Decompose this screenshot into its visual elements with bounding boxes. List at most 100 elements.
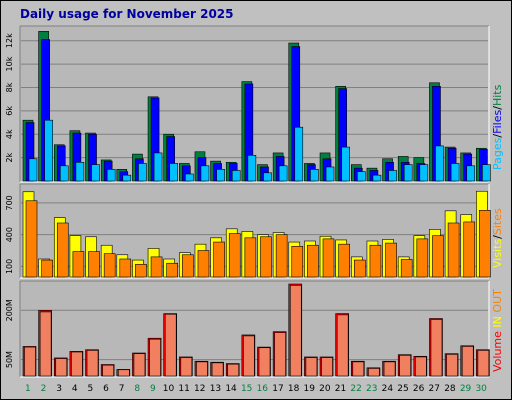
day-label: 15	[241, 384, 252, 394]
bar-sites-day-16	[260, 236, 272, 278]
day-label: 12	[194, 384, 205, 394]
day-label: 16	[257, 384, 269, 394]
legend-volume: Volume IN OUT	[491, 289, 504, 372]
bar-pages-day-27	[435, 145, 444, 182]
bar-sites-day-4	[72, 251, 85, 278]
bar-out-day-10	[164, 313, 177, 377]
y-tick-label: 8k	[5, 82, 14, 92]
bar-out-day-30	[477, 350, 490, 377]
bar-pages-day-17	[278, 165, 288, 182]
day-label: 10	[163, 384, 175, 394]
bar-out-day-27	[430, 319, 443, 377]
bar-out-day-16	[258, 347, 271, 377]
bar-sites-day-28	[447, 222, 460, 278]
bar-pages-day-24	[388, 170, 397, 182]
chart-title: Daily usage for November 2025	[20, 7, 234, 21]
bar-out-day-28	[446, 354, 458, 377]
bar-pages-day-15	[247, 154, 257, 182]
bar-sites-day-13	[213, 241, 225, 278]
bar-pages-day-25	[403, 164, 413, 182]
bar-sites-day-29	[463, 221, 476, 278]
day-labels: 1 2 3 4 5 6 7 8 9 10 11 12 13 14 15 16 17 18 19 20 21 22 23 24 2…	[25, 384, 487, 394]
y-tick-label: 6k	[5, 106, 14, 116]
day-label: 26	[413, 384, 425, 394]
legend-separator: /	[491, 106, 504, 110]
y-tick-label: 200M	[5, 299, 14, 321]
y-tick-label: 400	[5, 227, 14, 242]
day-label: 9	[150, 384, 156, 394]
day-label: 30	[475, 384, 487, 394]
bar-sites-day-18	[291, 245, 304, 278]
bar-sites-day-3	[56, 222, 69, 278]
bar-sites-day-7	[119, 258, 132, 278]
day-label: 11	[178, 384, 189, 394]
bar-sites-day-14	[228, 233, 241, 278]
bar-sites-day-15	[244, 237, 257, 278]
bar-pages-day-2	[44, 119, 53, 182]
day-label: 25	[397, 384, 408, 394]
bar-out-day-6	[102, 364, 114, 377]
bar-pages-day-21	[341, 146, 350, 182]
bar-out-day-2	[39, 311, 52, 377]
legend-entry-visits: Visits	[491, 239, 504, 268]
bar-out-day-15	[243, 335, 255, 377]
bar-sites-day-26	[416, 238, 429, 278]
bar-sites-day-12	[197, 250, 210, 278]
bar-pages-day-28	[450, 163, 460, 182]
bar-out-day-25	[399, 354, 412, 377]
day-label: 27	[429, 384, 440, 394]
bar-sites-day-11	[182, 254, 194, 278]
bar-pages-day-29	[466, 165, 476, 182]
bar-pages-day-11	[185, 173, 194, 182]
bar-sites-day-17	[275, 234, 288, 278]
bar-out-day-9	[149, 338, 161, 377]
bar-sites-day-30	[479, 209, 491, 278]
bar-pages-day-26	[419, 164, 429, 182]
day-label: 23	[366, 384, 377, 394]
bar-pages-day-16	[263, 172, 272, 182]
bar-sites-day-8	[135, 263, 147, 278]
bar-out-day-18	[289, 285, 302, 377]
panel-visits: 100 400 700	[5, 183, 491, 279]
day-label: 1	[25, 384, 31, 394]
day-label: 22	[350, 384, 361, 394]
bar-sites-day-1	[25, 200, 38, 278]
legend-entry-sites: Sites	[491, 208, 504, 235]
bar-sites-day-6	[103, 253, 116, 278]
bar-out-day-17	[274, 332, 286, 377]
bar-pages-day-7	[122, 174, 132, 182]
bar-out-day-13	[211, 362, 224, 377]
bar-sites-day-20	[322, 238, 335, 278]
bar-out-day-4	[71, 351, 83, 377]
bar-sites-day-19	[307, 244, 319, 278]
bar-pages-day-6	[106, 169, 116, 182]
day-label: 5	[87, 384, 93, 394]
y-tick-label: 50M	[5, 351, 14, 368]
legend-entry-in: IN	[491, 316, 504, 327]
y-tick-label: 4k	[5, 129, 14, 139]
legend-visits: Visits/Sites	[491, 208, 504, 268]
bar-out-day-14	[227, 363, 240, 377]
day-label: 4	[72, 384, 78, 394]
bar-out-day-11	[180, 357, 193, 377]
day-label: 13	[210, 384, 221, 394]
bar-out-day-23	[368, 368, 380, 377]
bar-sites-day-9	[150, 256, 163, 278]
bar-pages-day-9	[153, 152, 163, 182]
bar-out-day-7	[118, 369, 130, 377]
day-label: 2	[41, 384, 47, 394]
y-tick-label: 10k	[5, 56, 14, 71]
bar-out-day-12	[196, 361, 208, 377]
bar-sites-day-10	[166, 262, 178, 278]
bar-pages-day-12	[200, 165, 210, 182]
bar-pages-day-4	[75, 161, 85, 182]
bar-out-day-24	[383, 361, 396, 377]
bar-sites-day-24	[385, 242, 397, 278]
day-label: 3	[56, 384, 62, 394]
panel-hits: 2k 4k 6k 8k 10k 12k	[5, 25, 491, 183]
bar-out-day-8	[133, 353, 146, 377]
bar-pages-day-23	[372, 174, 382, 182]
bar-pages-day-30	[482, 164, 491, 182]
bar-pages-day-19	[310, 169, 319, 182]
